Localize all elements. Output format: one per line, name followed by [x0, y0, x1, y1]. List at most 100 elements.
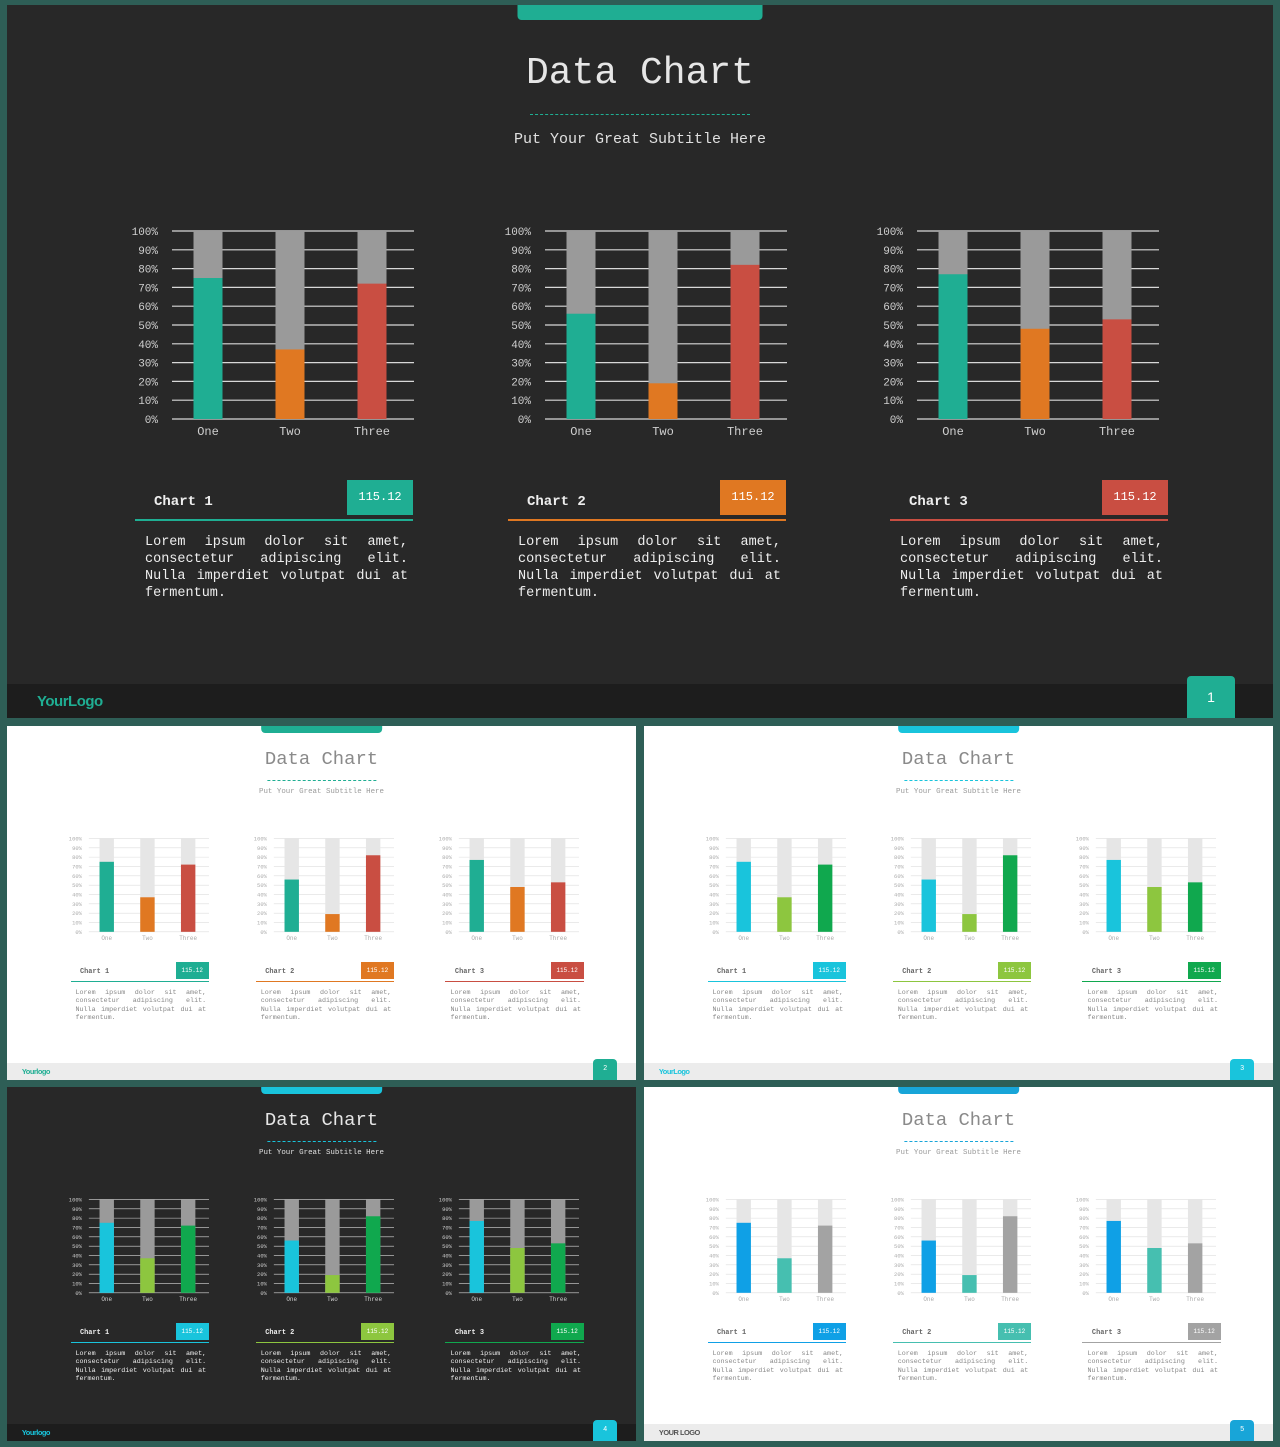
- y-tick-label: 40%: [138, 340, 158, 352]
- y-tick-label: 0%: [445, 1290, 452, 1297]
- value-badge: 115.12: [720, 480, 786, 515]
- card-underline: [70, 981, 209, 983]
- y-tick-label: 20%: [1079, 1271, 1090, 1278]
- y-tick-label: 80%: [1079, 854, 1090, 861]
- bar-chart: 0% 10% 20% 30% 40% 50% 60% 70% 80% 90% 100% One Two T…: [706, 1196, 847, 1303]
- slide-5: Data Chart Put Your Great Subtitle Here 0%…: [644, 1087, 1273, 1441]
- bar: [357, 283, 387, 419]
- value-badge: 115.12: [550, 961, 584, 980]
- y-tick-label: 20%: [894, 910, 905, 917]
- value-badge: 115.12: [1187, 1322, 1221, 1341]
- y-tick-label: 70%: [709, 1224, 720, 1231]
- y-tick-label: 70%: [72, 1224, 83, 1231]
- y-tick-label: 90%: [138, 246, 158, 258]
- y-tick-label: 10%: [1079, 919, 1090, 926]
- chart-info-card: Chart 2 115.12 Lorem ipsum dolor sit amet,…: [892, 961, 1031, 1027]
- value-badge: 115.12: [1187, 961, 1221, 980]
- x-tick-label: Three: [1186, 935, 1204, 942]
- card-underline: [255, 981, 394, 983]
- bar-chart: 0% 10% 20% 30% 40% 50% 60% 70% 80% 90% 100% One Two T…: [877, 227, 1159, 439]
- top-accent-tab: [260, 726, 383, 734]
- value-badge: 115.12: [1102, 480, 1168, 515]
- bar-chart: 0% 10% 20% 30% 40% 50% 60% 70% 80% 90% 100% One Two T…: [891, 835, 1032, 942]
- x-tick-label: Three: [1099, 425, 1135, 439]
- chart-description: Lorem ipsum dolor sit amet, consectetur …: [712, 1349, 844, 1383]
- chart-description: Lorem ipsum dolor sit amet, consectetur …: [897, 988, 1029, 1022]
- top-accent-tab: [897, 1087, 1020, 1095]
- y-tick-label: 20%: [709, 1271, 720, 1278]
- card-underline: [508, 519, 786, 521]
- chart-description: Lorem ipsum dolor sit amet, consectetur …: [450, 988, 582, 1022]
- y-tick-label: 90%: [442, 845, 453, 852]
- y-tick-label: 10%: [442, 1280, 453, 1287]
- chart-name: Chart 3: [909, 494, 968, 510]
- y-tick-label: 100%: [706, 1196, 720, 1203]
- slide-subtitle: Put Your Great Subtitle Here: [259, 788, 384, 797]
- y-tick-label: 100%: [1076, 1196, 1090, 1203]
- x-tick-label: One: [287, 1296, 298, 1303]
- y-tick-label: 30%: [257, 901, 268, 908]
- y-tick-label: 80%: [442, 854, 453, 861]
- chart-description: Lorem ipsum dolor sit amet, consectetur …: [145, 535, 408, 601]
- chart-name: Chart 3: [454, 1328, 485, 1337]
- y-tick-label: 20%: [442, 1271, 453, 1278]
- page-number: 2: [593, 1059, 618, 1080]
- y-tick-label: 40%: [1079, 1252, 1090, 1259]
- y-tick-label: 0%: [1082, 1290, 1089, 1297]
- bar-chart: 0% 10% 20% 30% 40% 50% 60% 70% 80% 90% 100% One Two T…: [69, 1196, 210, 1303]
- x-tick-label: Two: [327, 1296, 338, 1303]
- slide-subtitle: Put Your Great Subtitle Here: [896, 788, 1021, 797]
- chart-description: Lorem ipsum dolor sit amet, consectetur …: [900, 535, 1163, 601]
- x-tick-label: Two: [652, 425, 674, 439]
- chart-info-card: Chart 1 115.12 Lorem ipsum dolor sit amet,…: [70, 961, 209, 1027]
- x-tick-label: One: [471, 1296, 482, 1303]
- y-tick-label: 50%: [511, 321, 531, 333]
- bar: [921, 879, 937, 932]
- y-tick-label: 10%: [72, 1280, 83, 1287]
- x-tick-label: Two: [142, 1296, 153, 1303]
- page-number: 3: [1230, 1059, 1255, 1080]
- y-tick-label: 10%: [883, 396, 903, 408]
- bar: [193, 278, 223, 419]
- y-tick-label: 50%: [72, 1243, 83, 1250]
- y-tick-label: 100%: [69, 835, 83, 842]
- bar: [818, 1225, 833, 1293]
- x-tick-label: Three: [727, 425, 763, 439]
- chart-info-card: Chart 1 115.12 Lorem ipsum dolor sit amet,…: [135, 480, 413, 610]
- y-tick-label: 50%: [138, 321, 158, 333]
- y-tick-label: 60%: [72, 1234, 83, 1241]
- bar: [1188, 1243, 1203, 1293]
- slide-title: Data Chart: [264, 748, 379, 771]
- chart-name: Chart 1: [716, 1328, 747, 1337]
- x-tick-label: One: [924, 935, 935, 942]
- chart-info-card: Chart 2 115.12 Lorem ipsum dolor sit amet,…: [892, 1322, 1031, 1388]
- card-underline: [135, 519, 413, 521]
- y-tick-label: 90%: [442, 1206, 453, 1213]
- y-tick-label: 80%: [257, 1215, 268, 1222]
- chart-description: Lorem ipsum dolor sit amet, consectetur …: [1087, 1349, 1219, 1383]
- x-tick-label: Two: [327, 935, 338, 942]
- x-tick-label: Two: [142, 935, 153, 942]
- page-number: 5: [1230, 1420, 1255, 1441]
- y-tick-label: 40%: [257, 891, 268, 898]
- x-tick-label: Three: [549, 935, 567, 942]
- chart-info-card: Chart 1 115.12 Lorem ipsum dolor sit amet,…: [70, 1322, 209, 1388]
- bar: [962, 1274, 977, 1293]
- value-badge: 115.12: [175, 1322, 209, 1341]
- y-tick-label: 70%: [894, 1224, 905, 1231]
- card-underline: [445, 981, 584, 983]
- card-underline: [70, 1342, 209, 1344]
- bar: [962, 913, 977, 932]
- bar-chart: 0% 10% 20% 30% 40% 50% 60% 70% 80% 90% 100% One Two T…: [132, 227, 414, 439]
- x-tick-label: Three: [549, 1296, 567, 1303]
- bar: [551, 882, 566, 932]
- y-tick-label: 30%: [257, 1262, 268, 1269]
- logo: YourLogo: [658, 1066, 690, 1076]
- y-tick-label: 60%: [257, 1234, 268, 1241]
- y-tick-label: 50%: [257, 1243, 268, 1250]
- bar: [777, 897, 792, 932]
- bar: [648, 383, 678, 419]
- y-tick-label: 50%: [1079, 882, 1090, 889]
- slide-title: Data Chart: [264, 1109, 379, 1132]
- x-tick-label: Three: [816, 935, 834, 942]
